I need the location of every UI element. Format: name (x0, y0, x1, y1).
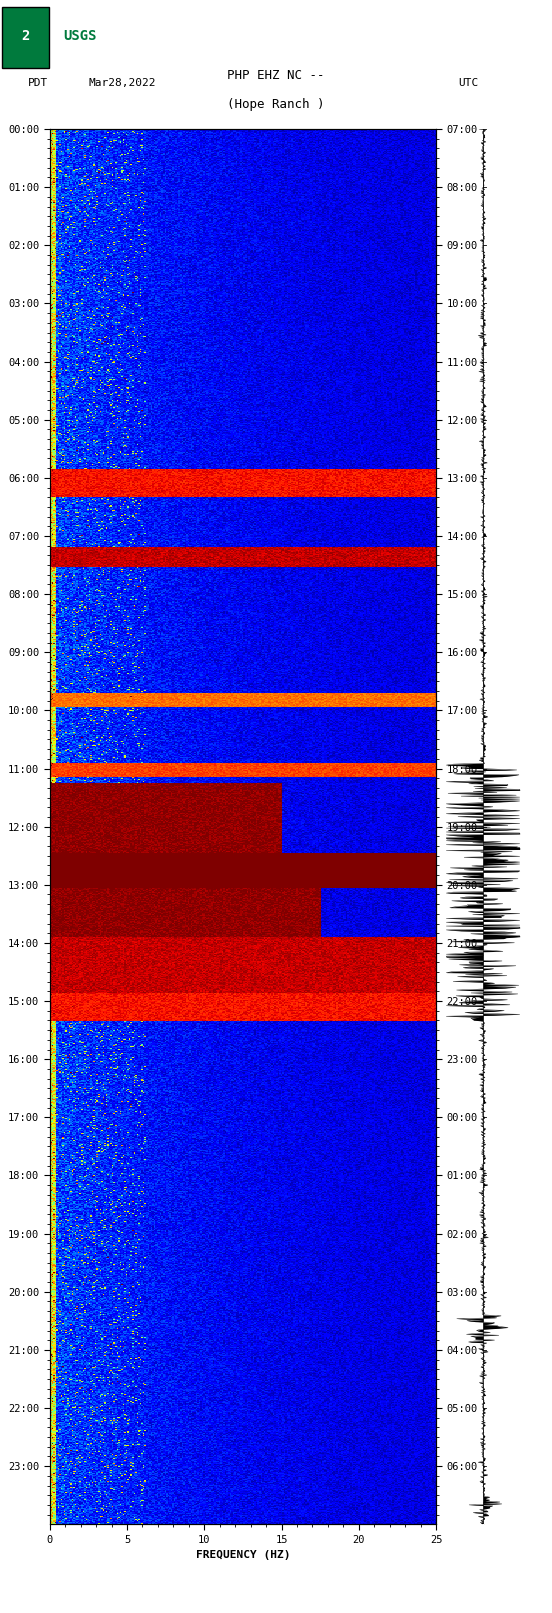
FancyBboxPatch shape (2, 6, 49, 68)
Text: (Hope Ranch ): (Hope Ranch ) (227, 98, 325, 111)
Text: PDT: PDT (28, 77, 48, 89)
Text: PHP EHZ NC --: PHP EHZ NC -- (227, 69, 325, 82)
Text: 2: 2 (22, 29, 30, 42)
Text: USGS: USGS (63, 29, 97, 42)
Text: UTC: UTC (458, 77, 479, 89)
X-axis label: FREQUENCY (HZ): FREQUENCY (HZ) (195, 1550, 290, 1560)
Text: Mar28,2022: Mar28,2022 (88, 77, 156, 89)
